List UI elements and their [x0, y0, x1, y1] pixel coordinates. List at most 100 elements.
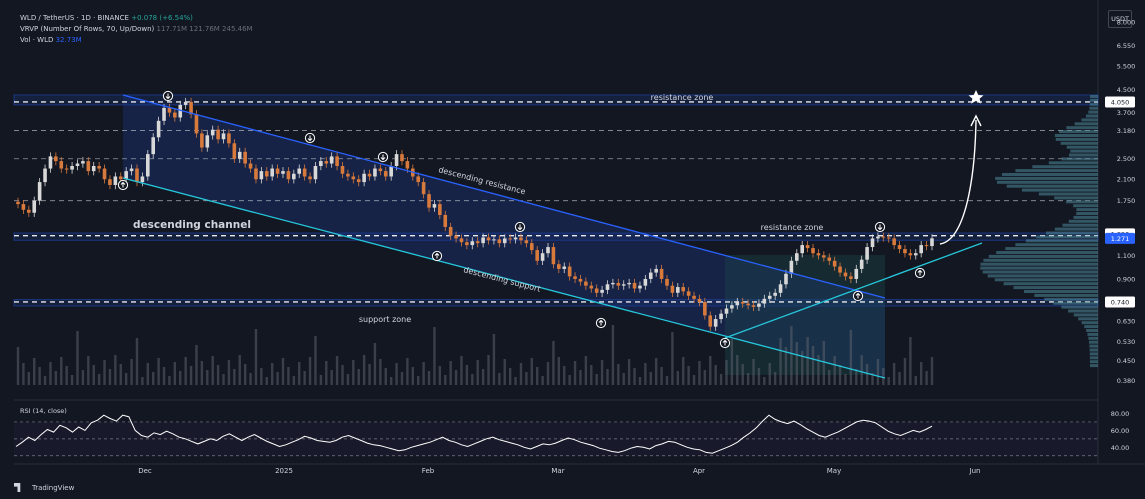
symbol-title[interactable]: WLD / TetherUS · 1D · BINANCE: [20, 14, 129, 22]
volume-profile-bar: [1068, 153, 1098, 157]
volume-profile-bar: [980, 266, 1098, 270]
volume-bar: [141, 377, 144, 385]
candle-body: [194, 114, 199, 134]
volume-profile-bar: [1061, 157, 1098, 161]
rsi-tick-label: 60.00: [1111, 427, 1130, 435]
volume-bar: [460, 356, 463, 385]
candle-body: [470, 241, 475, 246]
marker-arrow: [598, 319, 604, 326]
volume-bar: [427, 371, 431, 385]
candle-body: [811, 248, 815, 254]
volume-label[interactable]: Vol · WLD: [20, 36, 54, 44]
time-axis-label: Apr: [693, 467, 705, 475]
volume-bar: [741, 364, 744, 385]
candle-body: [600, 289, 604, 293]
volume-bar: [671, 332, 674, 385]
volume-bar: [38, 367, 41, 385]
volume-profile-bar: [1076, 208, 1098, 212]
volume-profile-bar: [1013, 286, 1098, 290]
volume-bar: [665, 376, 669, 385]
volume-profile-bar: [1005, 247, 1098, 251]
currency-button[interactable]: USDT: [1108, 10, 1132, 28]
price-marker-badge: [1105, 232, 1135, 244]
volume-profile-bar: [996, 251, 1098, 254]
candle-body: [784, 273, 788, 285]
volume-bar: [124, 373, 128, 385]
annotation-resistance-zone-mid: resistance zone: [761, 223, 824, 232]
volume-bar: [692, 375, 696, 385]
candle-body: [508, 238, 512, 240]
volume-bar: [433, 327, 436, 385]
volume-profile-bar: [982, 270, 1098, 274]
candle-body: [676, 287, 680, 293]
volume-profile-bar: [1081, 321, 1098, 325]
time-axis-label: Mar: [551, 467, 564, 475]
rsi-label: RSI (14, close): [20, 407, 67, 415]
candle-body: [724, 308, 729, 314]
marker-arrow: [120, 181, 126, 188]
volume-bar: [341, 365, 344, 385]
candle-body: [497, 239, 502, 244]
candle-body: [254, 168, 258, 180]
volume-profile: [980, 95, 1098, 368]
volume-bar: [914, 376, 917, 385]
candle-body: [605, 284, 610, 290]
ascending-support-line: [724, 242, 983, 339]
candle-body: [21, 204, 26, 210]
candle-body: [340, 166, 345, 174]
candle-body: [546, 247, 550, 254]
volume-bar: [882, 368, 885, 385]
marker-arrow: [855, 292, 861, 299]
brand-label: TradingView: [32, 483, 75, 492]
candle-body: [16, 201, 20, 205]
candle-body: [551, 247, 556, 265]
candle-body: [475, 241, 480, 244]
candle-body: [740, 301, 745, 304]
candle-body: [654, 268, 658, 273]
volume-bar: [189, 366, 193, 385]
marker-arrow: [722, 339, 728, 346]
candle-body: [913, 253, 918, 256]
volume-profile-bar: [1054, 134, 1098, 137]
candle-body: [438, 204, 442, 215]
volume-bar: [714, 365, 717, 385]
volume-bar: [892, 363, 896, 385]
volume-profile-bar: [988, 254, 1098, 258]
candle-body: [432, 204, 437, 208]
volume-profile-bar: [1088, 336, 1098, 340]
volume-bar: [406, 358, 409, 385]
projection-curve: [939, 119, 977, 245]
price-marker-label: 0.740: [1111, 298, 1130, 306]
volume-bar: [362, 355, 366, 385]
candle-body: [584, 281, 588, 286]
volume-profile-bar: [1003, 282, 1098, 286]
volume-bar: [779, 338, 782, 385]
volume-bar: [860, 355, 863, 385]
volume-profile-bar: [994, 278, 1098, 282]
candle-body: [540, 253, 545, 261]
volume-bar: [508, 368, 512, 385]
candle-body: [421, 182, 426, 195]
vrvp-label[interactable]: VRVP (Number Of Rows, 70, Up/Down): [20, 25, 155, 33]
volume-bar: [92, 365, 95, 385]
candle-body: [762, 298, 767, 304]
tradingview-brand[interactable]: TradingView: [14, 483, 74, 492]
volume-profile-bar: [1070, 149, 1098, 153]
target-star-icon: [968, 90, 984, 104]
candle-body: [919, 245, 923, 254]
candle-body: [589, 285, 594, 289]
candle-body: [832, 260, 837, 267]
candle-body: [48, 156, 53, 169]
candle-body: [346, 173, 350, 177]
candle-body: [773, 292, 777, 296]
volume-bar: [492, 334, 496, 385]
volume-profile-bar: [1036, 235, 1098, 239]
volume-bar: [168, 376, 171, 385]
volume-bar: [87, 356, 90, 385]
volume-profile-bar: [1066, 145, 1098, 149]
candle-body: [43, 168, 47, 183]
volume-bar: [584, 356, 588, 385]
volume-bar: [454, 370, 458, 385]
candle-body: [870, 238, 875, 248]
